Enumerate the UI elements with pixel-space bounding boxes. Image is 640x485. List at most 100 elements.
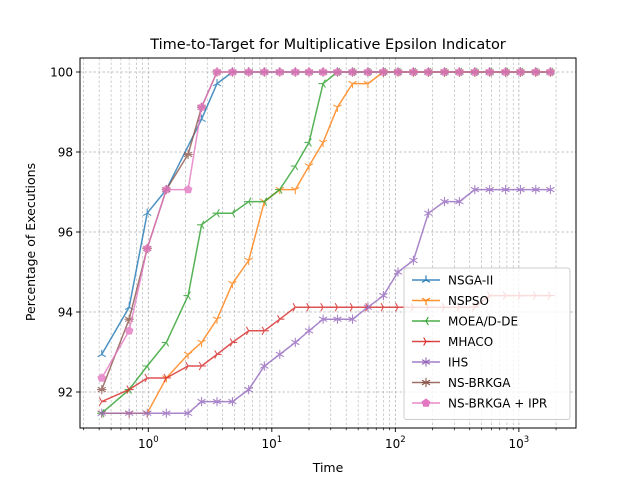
data-point	[212, 396, 222, 407]
legend: NSGA-II NSPSO MOEA/D-DE MHACO IHS NS-BRKGA NS-…	[403, 267, 571, 420]
legend-label: NS-BRKGA	[448, 376, 511, 390]
data-point	[318, 67, 328, 76]
data-point	[212, 67, 222, 76]
data-point	[348, 67, 357, 76]
data-point	[546, 67, 555, 76]
series-4	[97, 184, 555, 418]
data-point	[212, 209, 220, 218]
data-point	[363, 80, 373, 89]
data-point	[380, 303, 389, 312]
data-point	[228, 67, 237, 76]
chart-title: Time-to-Target for Multiplicative Epsilo…	[149, 37, 506, 53]
axis-ticks: 92 94 96 98 100 100 101 102 103	[50, 65, 557, 451]
data-point	[275, 185, 283, 194]
data-point	[290, 67, 300, 76]
legend-item: NSPSO	[412, 294, 489, 308]
data-point	[183, 408, 193, 418]
legend-label: IHS	[448, 355, 468, 369]
x-tick-label: 101	[261, 435, 282, 451]
legend-marker	[421, 357, 431, 367]
data-point	[260, 67, 269, 76]
data-point	[126, 385, 134, 394]
legend-marker	[421, 297, 431, 306]
data-point	[228, 280, 237, 289]
legend-item: MOEA/D-DE	[412, 314, 518, 328]
data-point	[185, 361, 193, 371]
data-point	[243, 197, 252, 206]
data-point	[333, 67, 342, 76]
data-point	[516, 67, 525, 76]
x-axis-label: Time	[312, 460, 344, 475]
data-point	[409, 67, 418, 76]
data-point	[227, 209, 236, 218]
legend-marker	[421, 316, 429, 326]
data-point	[318, 139, 328, 148]
data-point	[349, 303, 358, 312]
series-6	[97, 67, 555, 382]
data-point	[455, 67, 464, 76]
data-point	[244, 257, 253, 266]
data-point	[546, 184, 555, 195]
data-point	[290, 161, 298, 171]
legend-marker	[423, 337, 431, 346]
legend-label: NS-BRKGA + IPR	[448, 396, 547, 410]
data-point	[124, 326, 134, 335]
data-point	[229, 338, 238, 347]
y-tick-label: 92	[58, 385, 73, 399]
data-point	[485, 184, 494, 195]
data-point	[501, 67, 510, 76]
data-point	[124, 408, 134, 418]
x-tick-label: 100	[138, 435, 159, 451]
legend-marker	[421, 398, 431, 407]
data-point	[99, 397, 107, 406]
data-point	[348, 314, 357, 324]
data-point	[275, 349, 284, 360]
y-tick-label: 94	[58, 305, 73, 319]
data-point	[440, 67, 449, 76]
legend-box	[403, 267, 571, 420]
legend-label: NSGA-II	[448, 273, 493, 287]
legend-marker	[421, 275, 431, 283]
data-point	[470, 67, 480, 76]
y-tick-label: 98	[58, 145, 73, 159]
data-point	[531, 67, 541, 76]
legend-item: MHACO	[412, 335, 493, 349]
data-point	[183, 149, 193, 160]
legend-item: NSGA-II	[412, 273, 493, 287]
y-axis-label: Percentage of Executions	[23, 163, 38, 321]
data-point	[501, 184, 510, 195]
data-point	[196, 220, 205, 229]
data-point	[424, 67, 433, 76]
data-point	[228, 396, 237, 407]
data-point	[306, 303, 314, 312]
y-tick-label: 100	[50, 65, 73, 79]
data-point	[440, 196, 449, 207]
data-point	[246, 326, 254, 335]
data-point	[531, 184, 540, 195]
data-point	[244, 384, 253, 395]
data-point	[277, 315, 285, 324]
data-point	[142, 361, 150, 371]
x-tick-label: 102	[385, 435, 406, 451]
data-point	[244, 67, 254, 76]
data-point	[409, 255, 418, 266]
data-point	[379, 290, 388, 301]
data-point	[198, 361, 207, 371]
data-point	[291, 186, 300, 195]
data-point	[162, 408, 171, 418]
data-point	[318, 79, 326, 88]
data-point	[197, 396, 206, 407]
data-point	[379, 67, 388, 76]
legend-marker	[421, 377, 431, 388]
data-point	[144, 373, 152, 383]
data-point	[291, 337, 300, 348]
legend-label: NSPSO	[448, 294, 489, 308]
data-point	[161, 338, 169, 347]
data-point	[318, 314, 328, 324]
legend-item: NS-BRKGA	[412, 376, 511, 390]
data-point	[304, 326, 314, 336]
data-point	[292, 303, 301, 312]
data-point	[333, 104, 342, 112]
data-point	[393, 67, 403, 76]
